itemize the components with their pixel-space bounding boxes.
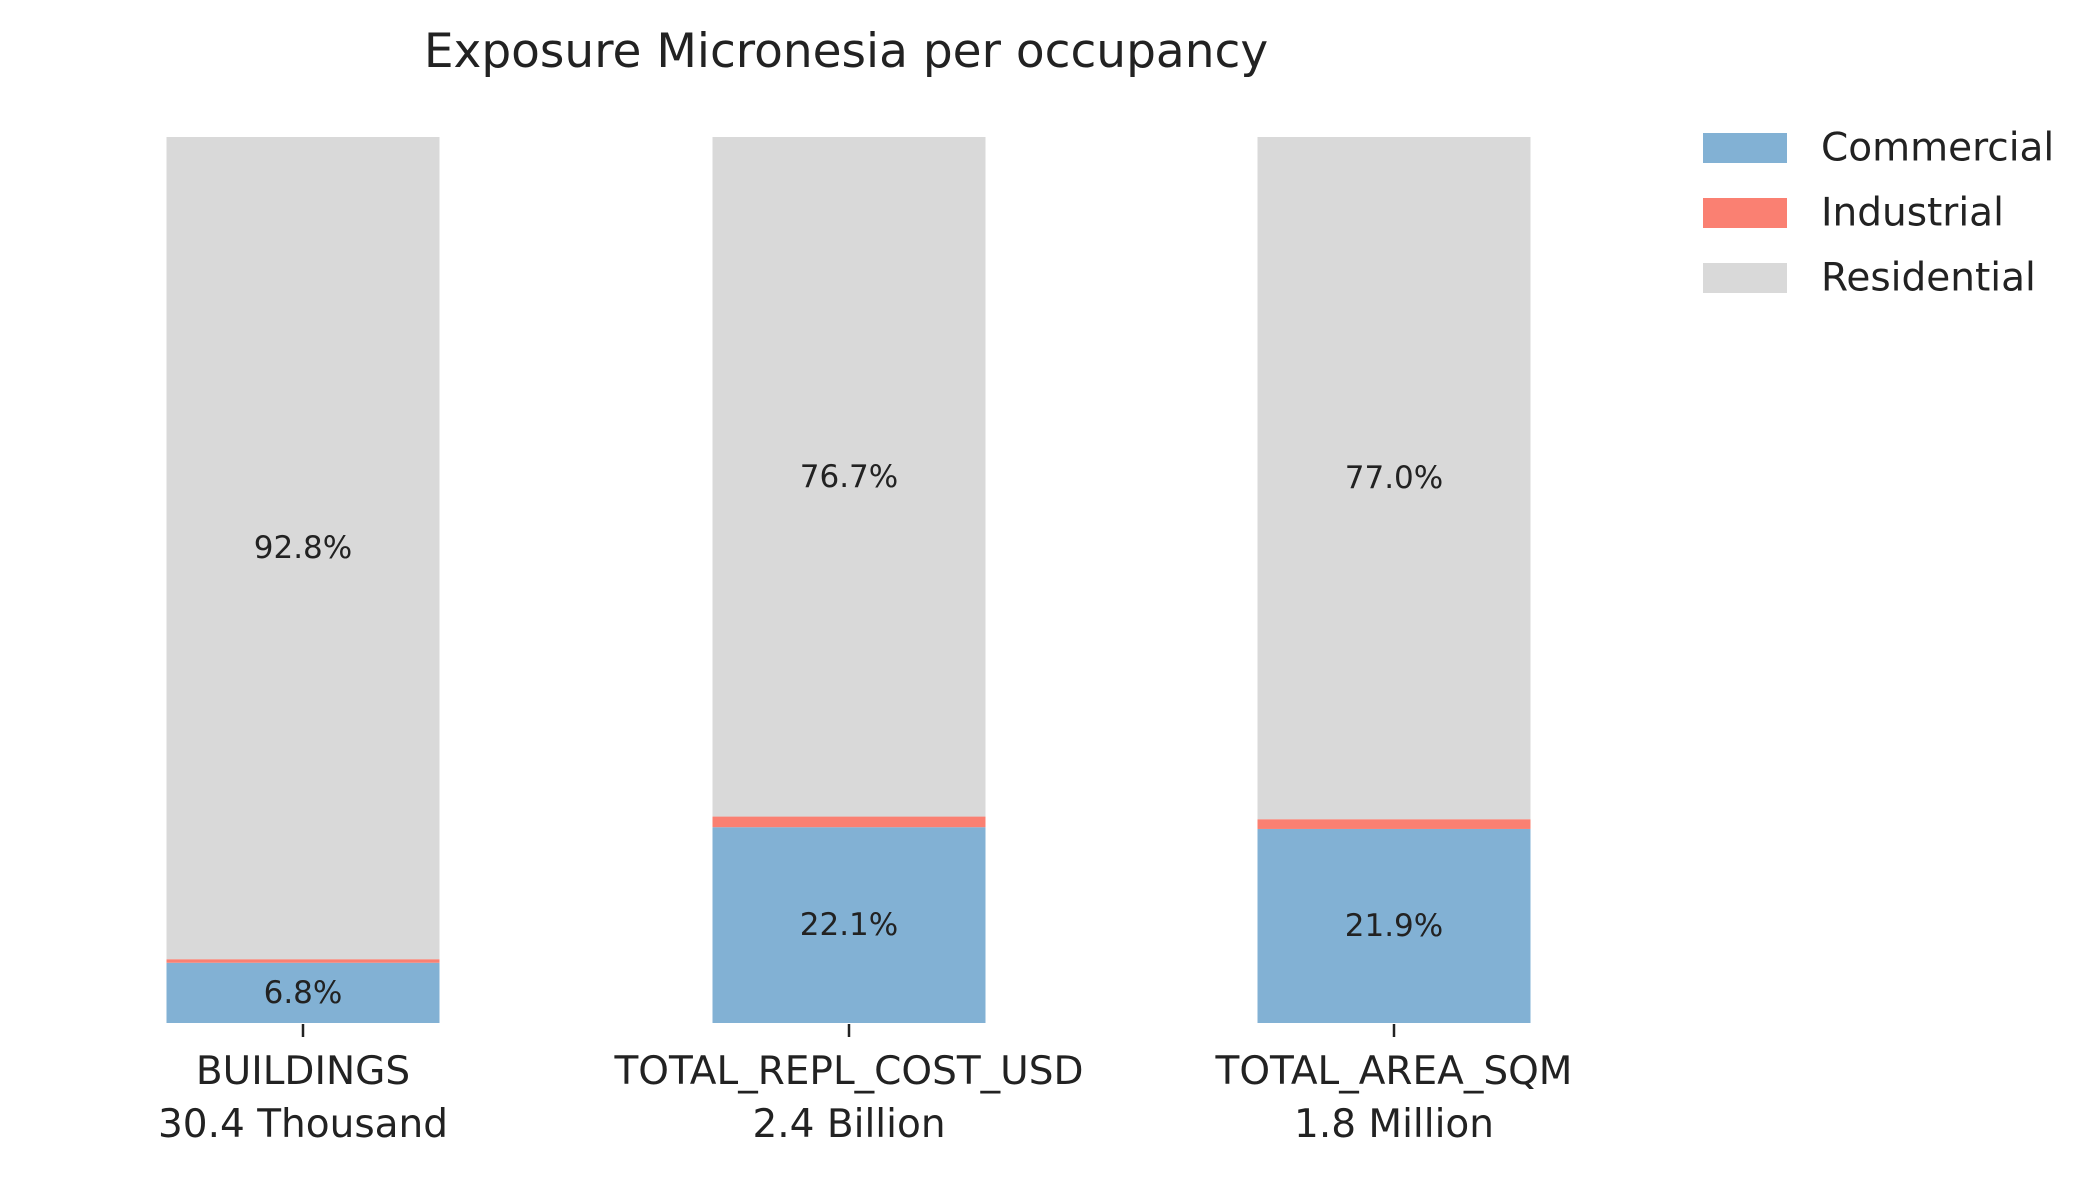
legend-label-residential: Residential <box>1821 256 2036 301</box>
chart-title: Exposure Micronesia per occupancy <box>424 24 1268 79</box>
x-tick-label-total-area-sqm: TOTAL_AREA_SQM <box>1215 1049 1573 1094</box>
data-label-buildings-residential: 92.8% <box>254 530 352 566</box>
x-tick-total-buildings: 30.4 Thousand <box>158 1102 448 1147</box>
bar-total-repl-cost-usd-industrial <box>712 816 986 828</box>
bar-total-area-sqm-commercial <box>1257 828 1531 1023</box>
legend-swatch-commercial <box>1703 133 1787 163</box>
bar-total-area-sqm-industrial <box>1257 819 1531 829</box>
data-label-total-area-sqm-residential: 77.0% <box>1345 460 1443 496</box>
x-tick-label-buildings: BUILDINGS <box>196 1049 410 1094</box>
legend-label-commercial: Commercial <box>1821 126 2054 171</box>
data-label-total-repl-cost-usd-residential: 76.7% <box>800 459 898 495</box>
data-label-total-area-sqm-commercial: 21.9% <box>1345 908 1443 944</box>
bar-total-repl-cost-usd-residential <box>712 137 986 817</box>
x-axis: BUILDINGS 30.4 Thousand TOTAL_REPL_COST_US… <box>158 1024 1572 1147</box>
x-tick-total-total-area-sqm: 1.8 Million <box>1294 1102 1494 1147</box>
bar-total-area-sqm-residential <box>1257 137 1531 820</box>
data-label-buildings-commercial: 6.8% <box>264 975 343 1011</box>
x-tick-label-total-repl-cost-usd: TOTAL_REPL_COST_USD <box>613 1049 1083 1094</box>
bar-buildings-residential <box>166 137 440 960</box>
bar-total-repl-cost-usd-commercial <box>712 827 986 1023</box>
data-label-total-repl-cost-usd-commercial: 22.1% <box>800 907 898 943</box>
legend-label-industrial: Industrial <box>1821 191 2004 236</box>
x-tick-total-total-repl-cost-usd: 2.4 Billion <box>752 1102 945 1147</box>
bar-buildings-industrial <box>166 959 440 963</box>
legend-swatch-residential <box>1703 263 1787 293</box>
bar-labels-layer: 6.8% 92.8% 22.1% 76.7% 21.9% 77.0% <box>254 459 1443 1011</box>
bars-layer <box>166 137 1531 1023</box>
legend: Commercial Industrial Residential <box>1703 126 2054 301</box>
bar-buildings-commercial <box>166 962 440 1023</box>
legend-swatch-industrial <box>1703 198 1787 228</box>
